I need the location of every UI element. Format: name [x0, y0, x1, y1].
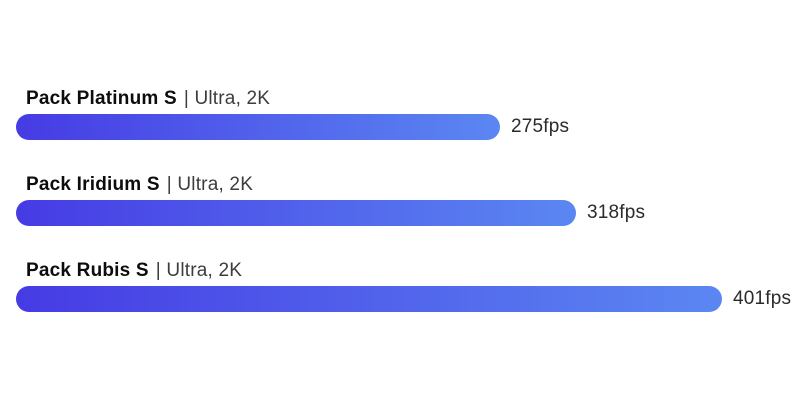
fps-value: 318fps [587, 202, 646, 223]
fps-value: 275fps [511, 116, 570, 137]
fps-bar-pack-iridium-s [16, 200, 576, 226]
pack-config: | Ultra, 2K [183, 88, 271, 109]
benchmark-bar-line: 275fps [16, 114, 784, 140]
pack-config: | Ultra, 2K [166, 174, 254, 195]
benchmark-bar-line: 318fps [16, 200, 784, 226]
fps-value: 401fps [733, 288, 792, 309]
benchmark-bar-line: 401fps [16, 286, 791, 312]
benchmark-row: Pack Platinum S | Ultra, 2K 275fps [16, 88, 784, 140]
benchmark-label: Pack Rubis S | Ultra, 2K [16, 260, 784, 282]
pack-name: Pack Rubis S [26, 260, 149, 281]
fps-bar-pack-platinum-s [16, 114, 500, 140]
fps-bar-pack-rubis-s [16, 286, 722, 312]
benchmark-label: Pack Iridium S | Ultra, 2K [16, 174, 784, 196]
pack-config: | Ultra, 2K [155, 260, 243, 281]
benchmark-label: Pack Platinum S | Ultra, 2K [16, 88, 784, 110]
pack-name: Pack Iridium S [26, 174, 160, 195]
pack-name: Pack Platinum S [26, 88, 177, 109]
benchmark-row: Pack Rubis S | Ultra, 2K 401fps [16, 260, 791, 312]
benchmark-row: Pack Iridium S | Ultra, 2K 318fps [16, 174, 784, 226]
